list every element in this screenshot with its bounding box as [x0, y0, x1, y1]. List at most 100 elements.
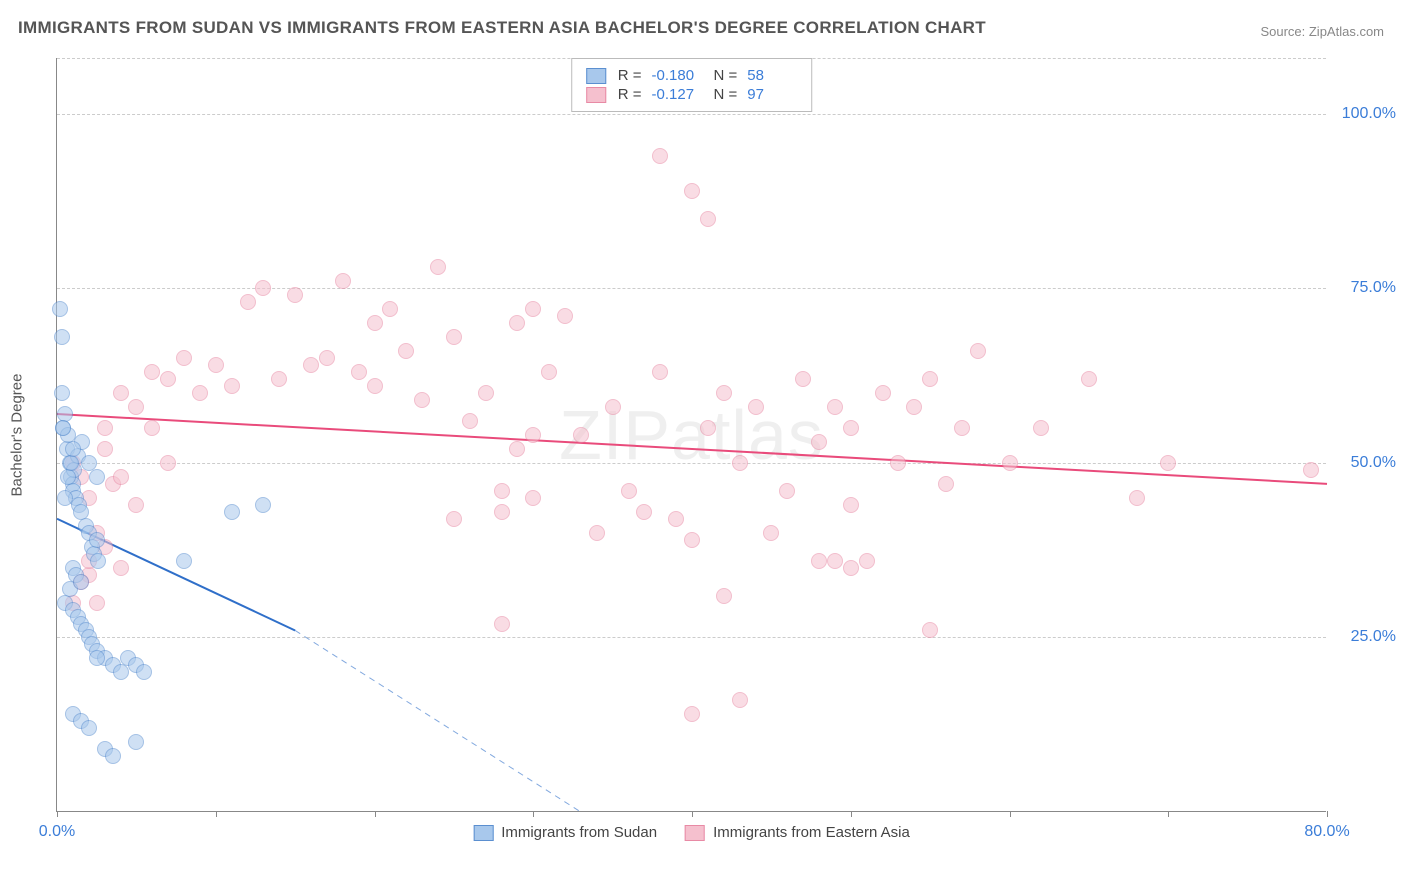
data-point — [494, 483, 510, 499]
data-point — [811, 553, 827, 569]
data-point — [573, 427, 589, 443]
data-point — [700, 211, 716, 227]
data-point — [176, 553, 192, 569]
n-label: N = — [714, 86, 738, 103]
data-point — [779, 483, 795, 499]
data-point — [763, 525, 779, 541]
data-point — [160, 455, 176, 471]
data-point — [1033, 420, 1049, 436]
data-point — [255, 497, 271, 513]
data-point — [160, 371, 176, 387]
data-point — [621, 483, 637, 499]
data-point — [351, 364, 367, 380]
data-point — [843, 420, 859, 436]
legend-stats: R =-0.180N =58R =-0.127N =97 — [571, 58, 813, 112]
data-point — [716, 588, 732, 604]
data-point — [97, 420, 113, 436]
legend-item: Immigrants from Eastern Asia — [685, 824, 910, 841]
data-point — [525, 490, 541, 506]
data-point — [144, 364, 160, 380]
data-point — [446, 511, 462, 527]
data-point — [636, 504, 652, 520]
data-point — [136, 664, 152, 680]
data-point — [398, 343, 414, 359]
data-point — [795, 371, 811, 387]
data-point — [89, 595, 105, 611]
data-point — [287, 287, 303, 303]
data-point — [684, 183, 700, 199]
data-point — [494, 616, 510, 632]
data-point — [843, 497, 859, 513]
data-point — [922, 371, 938, 387]
data-point — [589, 525, 605, 541]
data-point — [875, 385, 891, 401]
data-point — [60, 469, 76, 485]
legend-stats-row: R =-0.127N =97 — [586, 86, 798, 103]
trend-line-dashed — [295, 630, 581, 812]
data-point — [684, 532, 700, 548]
data-point — [509, 315, 525, 331]
data-point — [732, 692, 748, 708]
trend-overlay — [57, 58, 1327, 812]
r-label: R = — [618, 67, 642, 84]
data-point — [652, 364, 668, 380]
data-point — [89, 650, 105, 666]
legend-item: Immigrants from Sudan — [473, 824, 657, 841]
source-label: Source: ZipAtlas.com — [1260, 24, 1384, 39]
data-point — [1160, 455, 1176, 471]
data-point — [684, 706, 700, 722]
data-point — [113, 664, 129, 680]
n-value: 97 — [747, 86, 797, 103]
data-point — [827, 553, 843, 569]
data-point — [414, 392, 430, 408]
data-point — [462, 413, 478, 429]
y-tick-label: 50.0% — [1336, 454, 1396, 472]
data-point — [176, 350, 192, 366]
data-point — [367, 315, 383, 331]
data-point — [65, 441, 81, 457]
n-value: 58 — [747, 67, 797, 84]
data-point — [938, 476, 954, 492]
data-point — [105, 748, 121, 764]
data-point — [382, 301, 398, 317]
data-point — [224, 378, 240, 394]
data-point — [335, 273, 351, 289]
data-point — [859, 553, 875, 569]
data-point — [54, 385, 70, 401]
data-point — [652, 148, 668, 164]
data-point — [557, 308, 573, 324]
x-tick-label: 0.0% — [39, 823, 75, 841]
data-point — [81, 720, 97, 736]
data-point — [525, 427, 541, 443]
data-point — [367, 378, 383, 394]
data-point — [954, 420, 970, 436]
data-point — [827, 399, 843, 415]
legend-item-label: Immigrants from Eastern Asia — [713, 824, 910, 841]
y-tick-label: 25.0% — [1336, 628, 1396, 646]
data-point — [89, 469, 105, 485]
plot-area: Bachelor's Degree ZIPatlas 25.0%50.0%75.… — [56, 58, 1326, 812]
data-point — [113, 385, 129, 401]
data-point — [605, 399, 621, 415]
data-point — [319, 350, 335, 366]
legend-item-label: Immigrants from Sudan — [501, 824, 657, 841]
data-point — [271, 371, 287, 387]
data-point — [255, 280, 271, 296]
legend-swatch — [685, 825, 705, 841]
data-point — [224, 504, 240, 520]
data-point — [1303, 462, 1319, 478]
data-point — [113, 469, 129, 485]
x-tick — [1327, 811, 1328, 817]
data-point — [144, 420, 160, 436]
data-point — [509, 441, 525, 457]
data-point — [541, 364, 557, 380]
data-point — [128, 497, 144, 513]
data-point — [668, 511, 684, 527]
data-point — [446, 329, 462, 345]
data-point — [54, 329, 70, 345]
data-point — [90, 553, 106, 569]
legend-series: Immigrants from Sudan Immigrants from Eas… — [473, 824, 910, 841]
data-point — [748, 399, 764, 415]
data-point — [890, 455, 906, 471]
chart-container: IMMIGRANTS FROM SUDAN VS IMMIGRANTS FROM… — [0, 0, 1406, 892]
